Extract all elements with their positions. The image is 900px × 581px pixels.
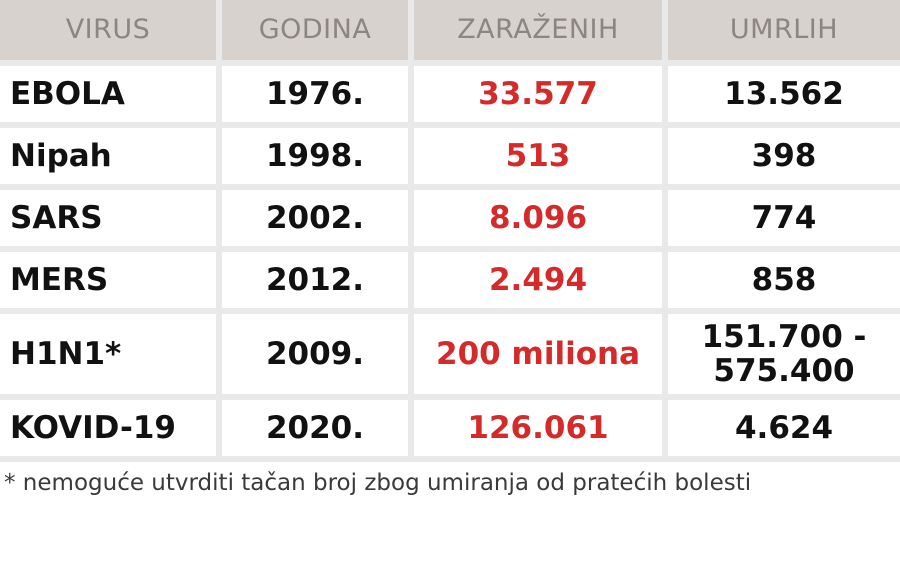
cell-year: 2002.: [222, 190, 408, 246]
cell-year: 2009.: [222, 314, 408, 394]
header-deaths: UMRLIH: [668, 0, 900, 60]
cell-infected: 126.061: [414, 400, 662, 456]
header-year: GODINA: [222, 0, 408, 60]
cell-year: 2012.: [222, 252, 408, 308]
virus-table: VIRUS GODINA ZARAŽENIH UMRLIH EBOLA 1976…: [0, 0, 900, 462]
cell-virus: H1N1*: [0, 314, 216, 394]
cell-infected: 33.577: [414, 66, 662, 122]
cell-virus: Nipah: [0, 128, 216, 184]
cell-deaths: 13.562: [668, 66, 900, 122]
cell-deaths: 4.624: [668, 400, 900, 456]
cell-infected: 2.494: [414, 252, 662, 308]
cell-virus: EBOLA: [0, 66, 216, 122]
cell-infected: 8.096: [414, 190, 662, 246]
cell-deaths: 858: [668, 252, 900, 308]
header-virus: VIRUS: [0, 0, 216, 60]
cell-virus: SARS: [0, 190, 216, 246]
cell-deaths: 151.700 - 575.400: [668, 314, 900, 394]
cell-infected: 200 miliona: [414, 314, 662, 394]
cell-virus: MERS: [0, 252, 216, 308]
cell-infected: 513: [414, 128, 662, 184]
cell-virus: KOVID-19: [0, 400, 216, 456]
cell-year: 1976.: [222, 66, 408, 122]
cell-deaths: 398: [668, 128, 900, 184]
header-infected: ZARAŽENIH: [414, 0, 662, 60]
footnote: * nemoguće utvrditi tačan broj zbog umir…: [4, 470, 752, 496]
cell-year: 1998.: [222, 128, 408, 184]
cell-deaths: 774: [668, 190, 900, 246]
cell-year: 2020.: [222, 400, 408, 456]
